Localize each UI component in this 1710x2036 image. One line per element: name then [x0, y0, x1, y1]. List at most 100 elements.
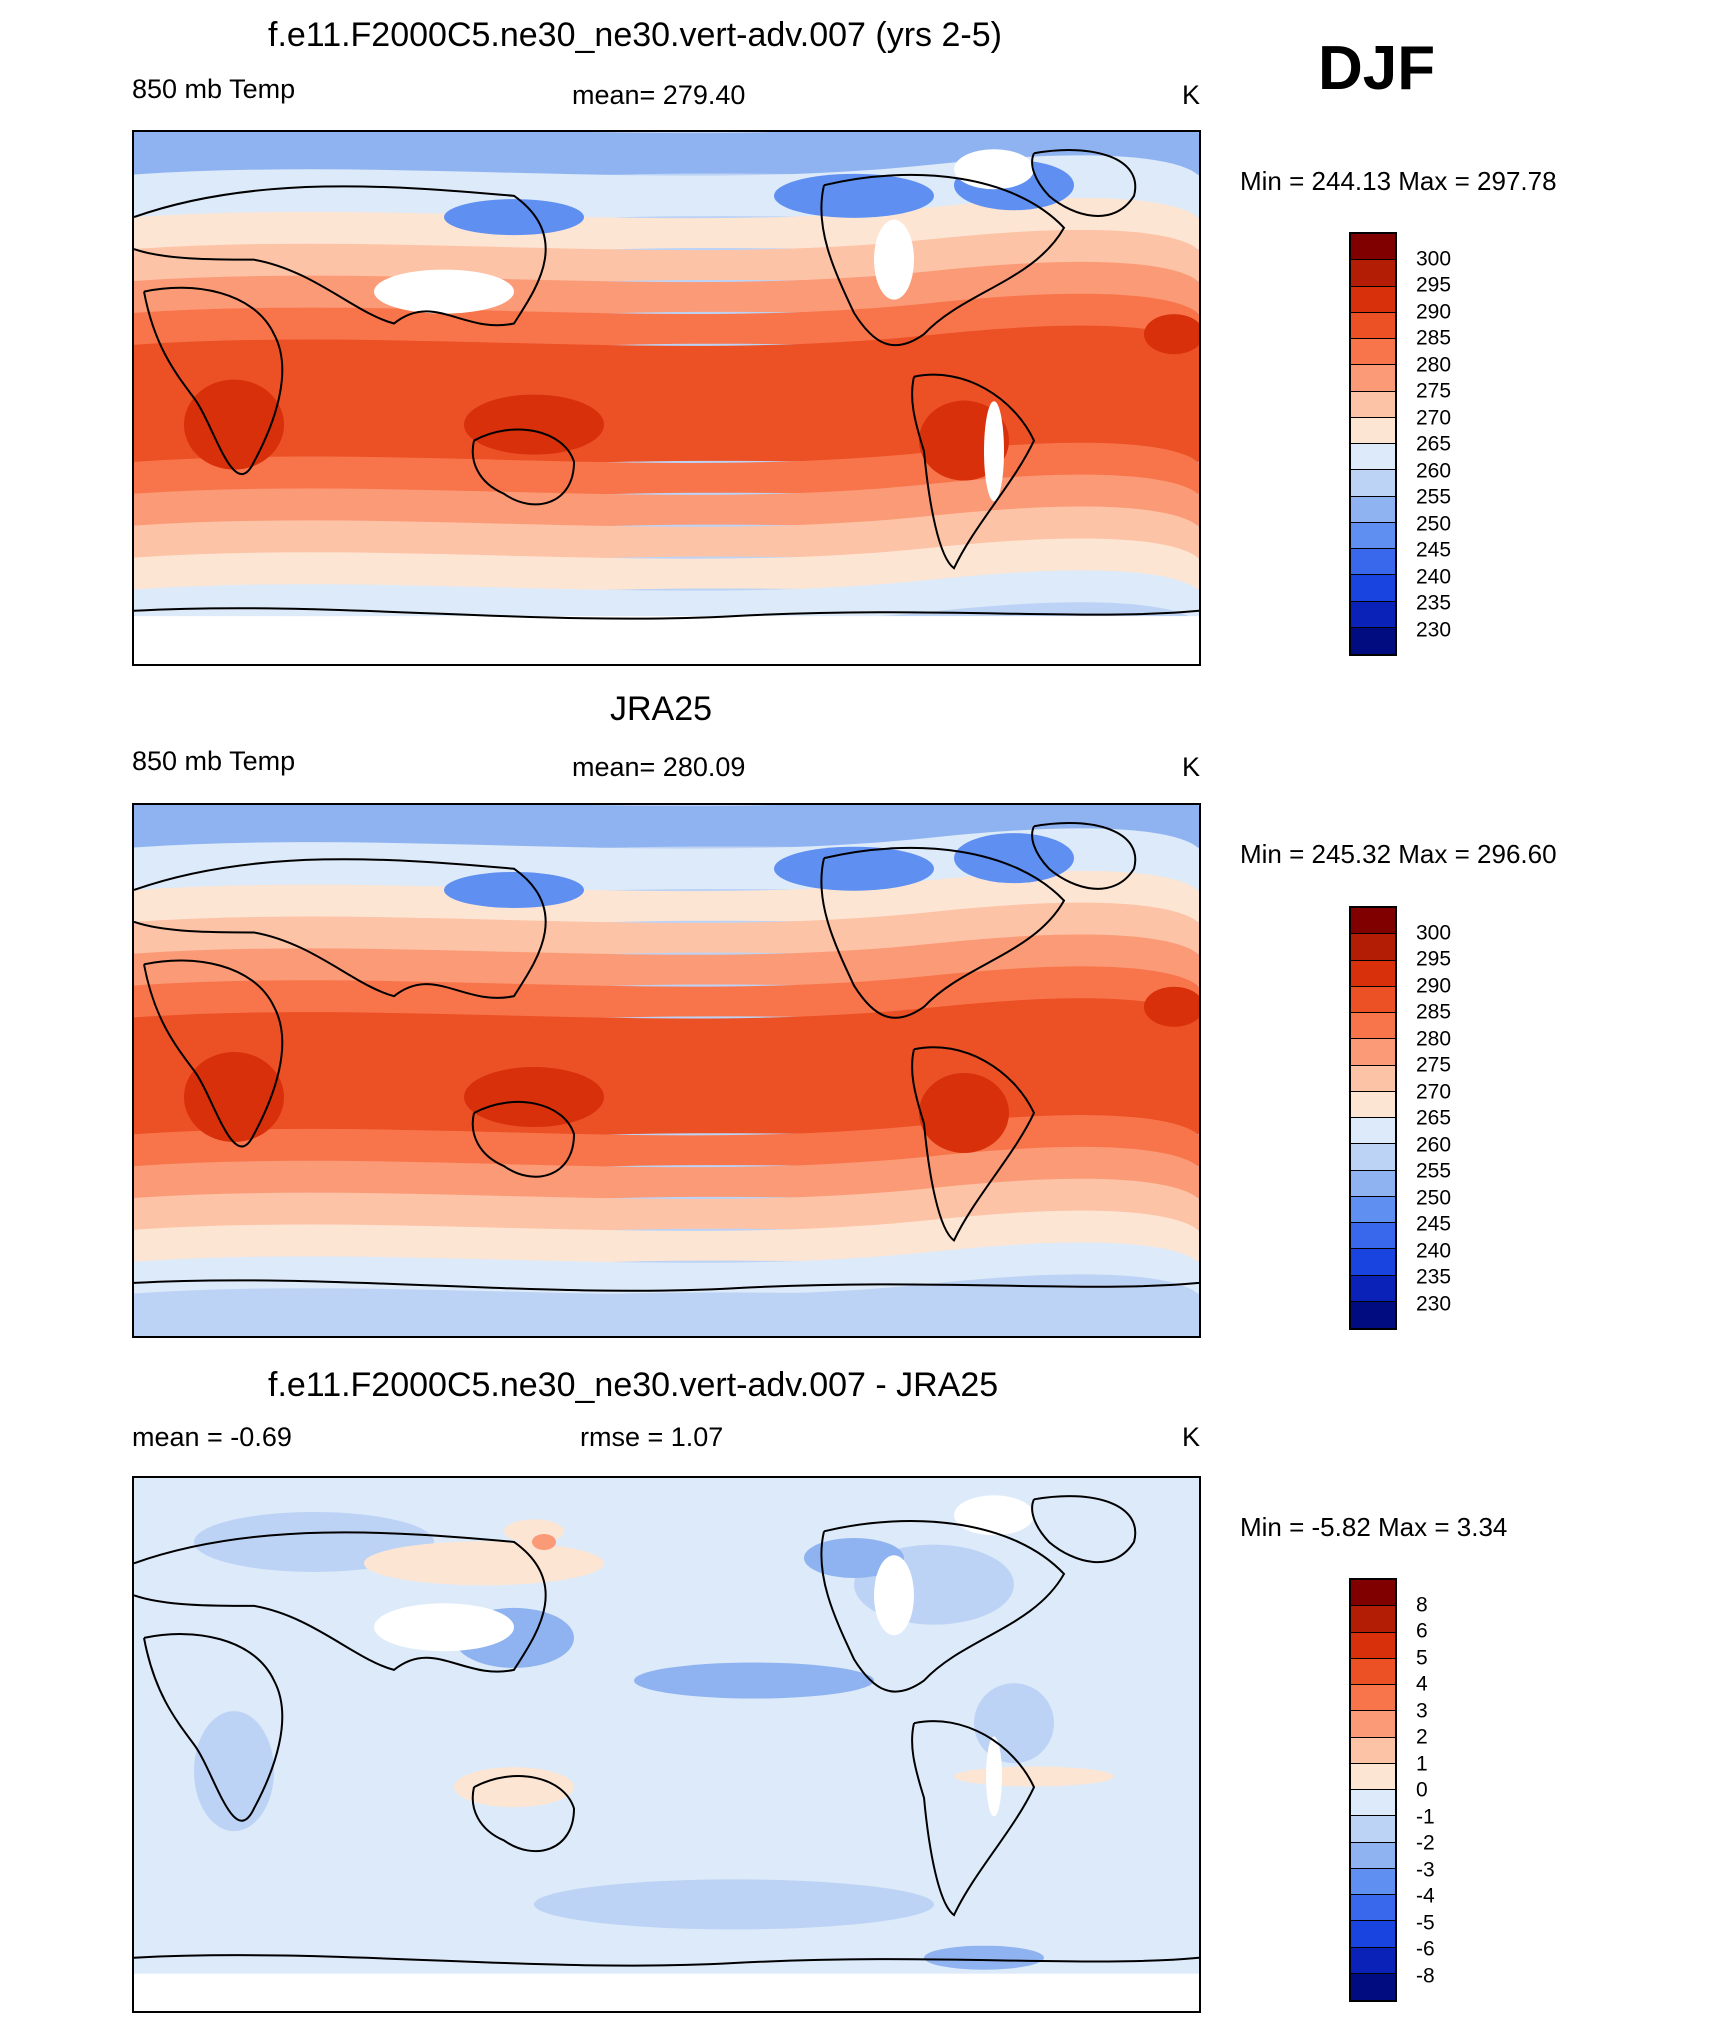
- colorbar-swatch: [1351, 1249, 1395, 1276]
- colorbar-swatch: [1351, 1895, 1395, 1922]
- cold-region: [444, 199, 584, 236]
- colorbar-tick-label: 280: [1416, 353, 1452, 376]
- panel2-temperature-map: [132, 803, 1201, 1338]
- colorbar-tick-label: 290: [1416, 974, 1452, 997]
- colorbar-tick-label: 230: [1416, 618, 1452, 641]
- panel2-unit-label: K: [1182, 752, 1201, 782]
- panel2-minmax-label: Min = 245.32 Max = 296.60: [1240, 839, 1557, 869]
- panel1-colorbar: [1349, 232, 1397, 656]
- colorbar-swatch: [1351, 1039, 1395, 1066]
- colorbar-swatch: [1351, 1790, 1395, 1817]
- colorbar-swatch: [1351, 1658, 1395, 1685]
- panel1-colorbar-labels: 300 295 290 285 280 275 270 265 260 255 250 245 240 2…: [1416, 232, 1476, 656]
- colorbar-tick-label: 5: [1416, 1646, 1428, 1669]
- colorbar-tick-label: 235: [1416, 591, 1452, 615]
- cold-region: [444, 871, 584, 908]
- colorbar-tick-label: 275: [1416, 379, 1452, 403]
- colorbar-tick-label: 255: [1416, 1159, 1452, 1183]
- colorbar-tick-label: -2: [1416, 1831, 1435, 1855]
- season-label: DJF: [1318, 34, 1436, 103]
- colorbar-swatch: [1351, 1921, 1395, 1948]
- colorbar-tick-label: 230: [1416, 1292, 1452, 1315]
- panel3-minmax-label: Min = -5.82 Max = 3.34: [1240, 1512, 1508, 1542]
- warm-region: [464, 394, 604, 455]
- warm-region: [1144, 986, 1199, 1027]
- colorbar-swatch: [1351, 1685, 1395, 1712]
- colorbar-swatch: [1351, 470, 1395, 497]
- colorbar-swatch: [1351, 1947, 1395, 1974]
- panel3-mean-label: mean = -0.69: [132, 1422, 292, 1452]
- cold-region: [954, 833, 1074, 884]
- colorbar-swatch: [1351, 986, 1395, 1013]
- colorbar-swatch: [1351, 1170, 1395, 1197]
- warm-region: [919, 1072, 1009, 1153]
- panel2-colorbar-labels: 300 295 290 285 280 275 270 265 260 255 250 245 240 2…: [1416, 906, 1476, 1330]
- colorbar-tick-label: 295: [1416, 947, 1452, 971]
- colorbar-tick-label: 240: [1416, 565, 1452, 588]
- colorbar-tick-label: 250: [1416, 512, 1452, 535]
- colorbar-tick-label: -1: [1416, 1805, 1435, 1828]
- positive-anomaly: [364, 1541, 604, 1586]
- colorbar-swatch: [1351, 1091, 1395, 1118]
- colorbar-swatch: [1351, 575, 1395, 602]
- masked-region: [874, 1555, 914, 1636]
- colorbar-swatch: [1351, 1275, 1395, 1302]
- negative-anomaly: [534, 1879, 934, 1930]
- masked-region: [986, 1736, 1002, 1817]
- colorbar-swatch: [1351, 444, 1395, 471]
- cold-region: [774, 173, 934, 218]
- colorbar-swatch: [1351, 365, 1395, 392]
- colorbar-tick-label: 6: [1416, 1619, 1428, 1643]
- negative-anomaly: [804, 1537, 904, 1578]
- panel1-title: f.e11.F2000C5.ne30_ne30.vert-adv.007 (yr…: [268, 16, 1002, 54]
- colorbar-swatch: [1351, 908, 1395, 935]
- warm-region: [184, 1052, 284, 1143]
- colorbar-swatch: [1351, 1196, 1395, 1223]
- colorbar-swatch: [1351, 1118, 1395, 1145]
- negative-anomaly: [974, 1683, 1054, 1764]
- colorbar-swatch: [1351, 934, 1395, 961]
- colorbar-swatch: [1351, 496, 1395, 523]
- colorbar-tick-label: 265: [1416, 432, 1452, 456]
- colorbar-swatch: [1351, 1606, 1395, 1633]
- colorbar-tick-label: 270: [1416, 406, 1452, 429]
- colorbar-swatch: [1351, 1144, 1395, 1171]
- colorbar-tick-label: 260: [1416, 1133, 1452, 1156]
- colorbar-tick-label: -6: [1416, 1937, 1435, 1961]
- colorbar-tick-label: -4: [1416, 1884, 1435, 1908]
- panel1-mean-label: mean= 279.40: [572, 80, 746, 110]
- panel3-difference-map: [132, 1476, 1201, 2013]
- panel3-rmse-label: rmse = 1.07: [580, 1422, 724, 1452]
- colorbar-tick-label: 240: [1416, 1239, 1452, 1262]
- colorbar-tick-label: 285: [1416, 1000, 1452, 1024]
- colorbar-swatch: [1351, 522, 1395, 549]
- negative-anomaly: [924, 1945, 1044, 1970]
- positive-anomaly: [954, 1766, 1114, 1787]
- colorbar-tick-label: 260: [1416, 459, 1452, 482]
- colorbar-tick-label: -3: [1416, 1858, 1435, 1881]
- colorbar-swatch: [1351, 1013, 1395, 1040]
- colorbar-tick-label: 300: [1416, 921, 1452, 944]
- colorbar-swatch: [1351, 1737, 1395, 1764]
- negative-anomaly: [634, 1662, 874, 1699]
- masked-region: [374, 269, 514, 314]
- colorbar-tick-label: 8: [1416, 1593, 1428, 1616]
- colorbar-swatch: [1351, 1842, 1395, 1869]
- colorbar-tick-label: -5: [1416, 1911, 1435, 1934]
- colorbar-swatch: [1351, 339, 1395, 366]
- colorbar-swatch: [1351, 1301, 1395, 1328]
- masked-region: [134, 1973, 1199, 2011]
- colorbar-tick-label: 275: [1416, 1053, 1452, 1077]
- negative-anomaly: [194, 1711, 274, 1832]
- panel3-title: f.e11.F2000C5.ne30_ne30.vert-adv.007 - J…: [268, 1366, 999, 1404]
- colorbar-tick-label: 0: [1416, 1778, 1428, 1802]
- colorbar-tick-label: 245: [1416, 1212, 1452, 1236]
- colorbar-swatch: [1351, 960, 1395, 987]
- colorbar-swatch: [1351, 234, 1395, 261]
- temperature-band: [134, 1274, 1199, 1336]
- colorbar-tick-label: 2: [1416, 1725, 1428, 1749]
- colorbar-swatch: [1351, 601, 1395, 628]
- warm-region: [464, 1067, 604, 1128]
- coastline-outline: [134, 822, 1199, 1292]
- colorbar-tick-label: 245: [1416, 538, 1452, 562]
